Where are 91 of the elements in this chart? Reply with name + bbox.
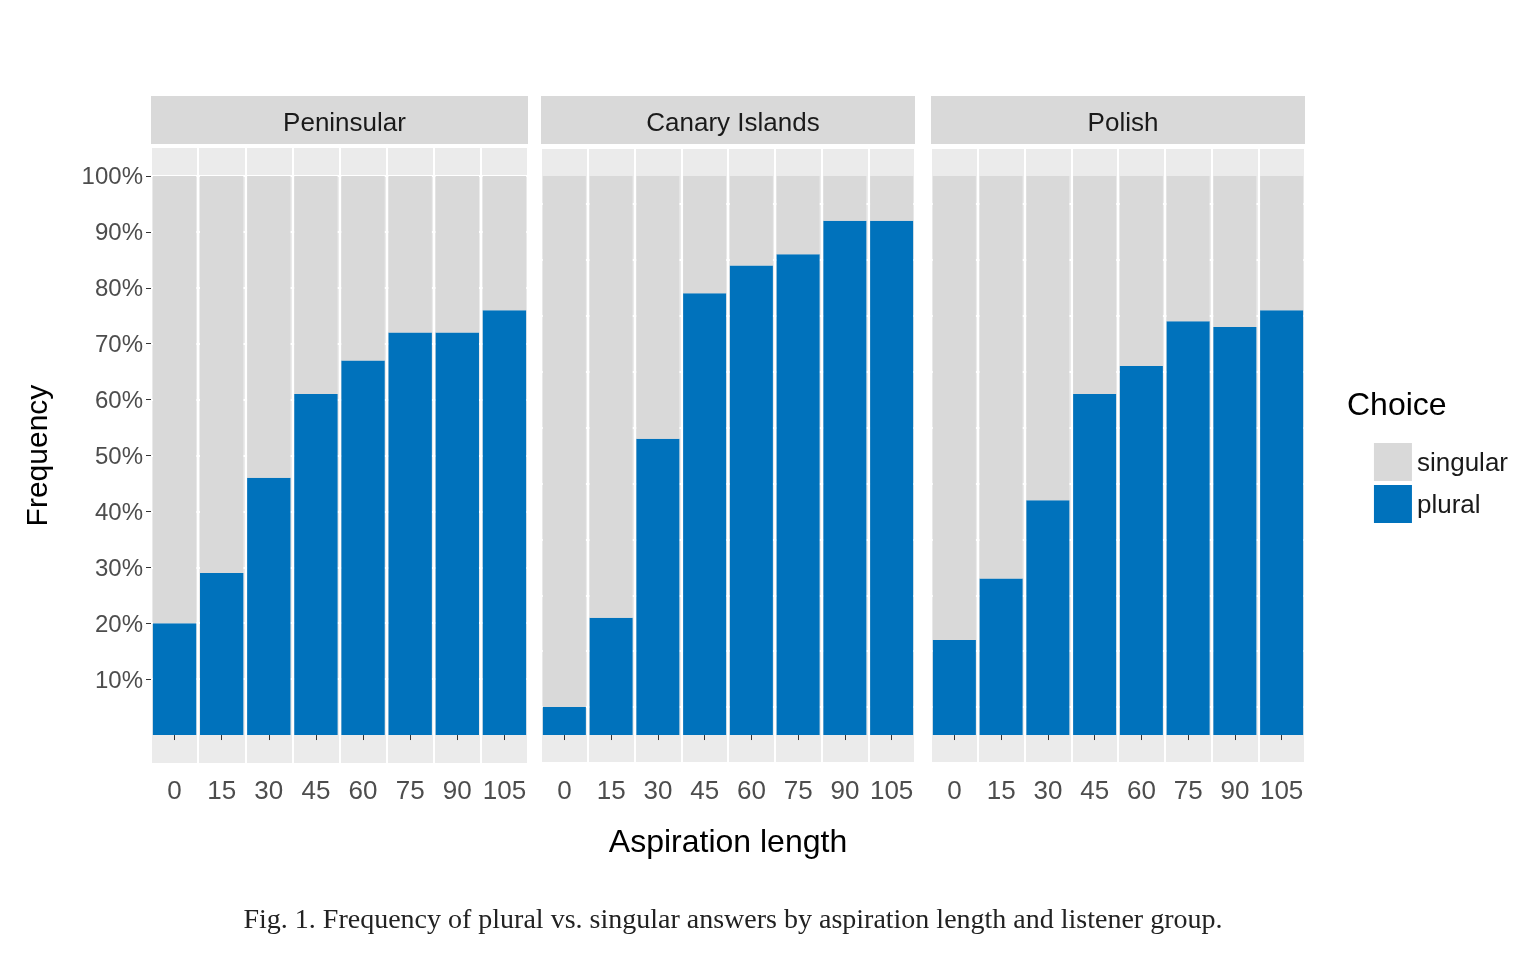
- y-tick-label: 80%: [94, 274, 143, 302]
- bar: [200, 175, 244, 573]
- y-tick-label: 100%: [81, 162, 143, 190]
- bar: [1166, 175, 1210, 322]
- bar: [932, 640, 976, 736]
- x-tick-label: 45: [1080, 775, 1110, 805]
- x-tick-label: 45: [690, 775, 720, 805]
- bar: [294, 175, 338, 394]
- bar: [683, 293, 727, 736]
- bar: [979, 175, 1023, 579]
- bar: [636, 438, 680, 736]
- x-tick-label: 60: [1126, 775, 1156, 805]
- bar: [729, 265, 773, 736]
- x-tick-label: 0: [557, 775, 572, 805]
- y-tick-label: 20%: [94, 609, 143, 637]
- y-tick-label: 50%: [94, 442, 143, 469]
- bar: [636, 175, 680, 439]
- x-tick-label: 60: [348, 775, 378, 805]
- bar: [388, 175, 432, 333]
- chart-title: Canary Islands: [646, 107, 820, 137]
- bar: [1260, 310, 1304, 736]
- x-tick-label: 90: [1220, 775, 1250, 805]
- bar: [435, 175, 479, 333]
- x-tick-label: 30: [1033, 775, 1063, 805]
- x-tick-label: 105: [482, 775, 527, 805]
- legend-label: plural: [1416, 489, 1481, 519]
- bar: [1119, 175, 1163, 367]
- bar: [247, 477, 291, 736]
- bar: [979, 578, 1023, 736]
- x-tick-label: 15: [207, 775, 237, 805]
- bar: [1073, 394, 1117, 736]
- bar: [932, 175, 976, 640]
- x-tick-label: 60: [736, 775, 766, 805]
- x-tick-label: 75: [395, 775, 425, 805]
- bar: [870, 175, 914, 221]
- chart-title: Polish: [1087, 107, 1159, 137]
- bar: [729, 175, 773, 266]
- bar: [1026, 500, 1070, 736]
- bar: [341, 175, 385, 361]
- bar: [870, 220, 914, 736]
- bar: [1213, 175, 1257, 327]
- bar: [200, 572, 244, 736]
- bar: [823, 220, 867, 736]
- y-tick-label: 10%: [94, 665, 143, 693]
- bar: [152, 175, 197, 624]
- x-tick-label: 30: [254, 775, 284, 805]
- bar: [152, 623, 197, 736]
- bar: [589, 617, 633, 736]
- y-tick-label: 90%: [94, 218, 143, 246]
- x-tick-label: 90: [442, 775, 472, 805]
- x-tick-label: 105: [1259, 775, 1304, 805]
- bar: [1166, 321, 1210, 736]
- y-tick-label: 60%: [94, 386, 143, 414]
- bar: [683, 175, 727, 294]
- x-tick-label: 75: [1173, 775, 1203, 805]
- bar: [776, 254, 820, 736]
- bar: [1073, 175, 1117, 394]
- bar: [823, 175, 867, 221]
- bar: [542, 175, 586, 708]
- legend-title: Choice: [1347, 386, 1447, 422]
- bar: [294, 394, 338, 736]
- x-tick-label: 0: [167, 775, 182, 805]
- legend-label: singular: [1416, 447, 1509, 477]
- bar: [482, 310, 527, 736]
- y-axis-title: Frequency: [19, 384, 53, 527]
- bar: [341, 360, 385, 736]
- x-axis-title: Aspiration length: [608, 823, 848, 859]
- x-tick-label: 45: [301, 775, 331, 805]
- y-tick-label: 30%: [94, 553, 143, 581]
- chart-title: Peninsular: [283, 107, 407, 137]
- bar: [1026, 175, 1070, 501]
- bar: [589, 175, 633, 618]
- bar: [388, 332, 432, 736]
- x-tick-label: 90: [830, 775, 860, 805]
- y-tick-label: 40%: [94, 497, 143, 525]
- bar: [542, 707, 586, 736]
- x-tick-label: 105: [869, 775, 914, 805]
- bar: [776, 175, 820, 255]
- bar: [482, 175, 527, 311]
- x-tick-label: 0: [947, 775, 962, 805]
- bar: [247, 175, 291, 478]
- bar: [1213, 326, 1257, 736]
- bar: [1119, 366, 1163, 736]
- bar: [1260, 175, 1304, 311]
- y-tick-label: 70%: [94, 330, 143, 358]
- x-tick-label: 30: [643, 775, 673, 805]
- caption: Fig. 1. Frequency of plural vs. singular answers by aspiration length and listener group.: [242, 903, 1224, 935]
- x-tick-label: 15: [596, 775, 626, 805]
- bar: [435, 332, 479, 736]
- x-tick-label: 15: [986, 775, 1016, 805]
- x-tick-label: 75: [783, 775, 813, 805]
